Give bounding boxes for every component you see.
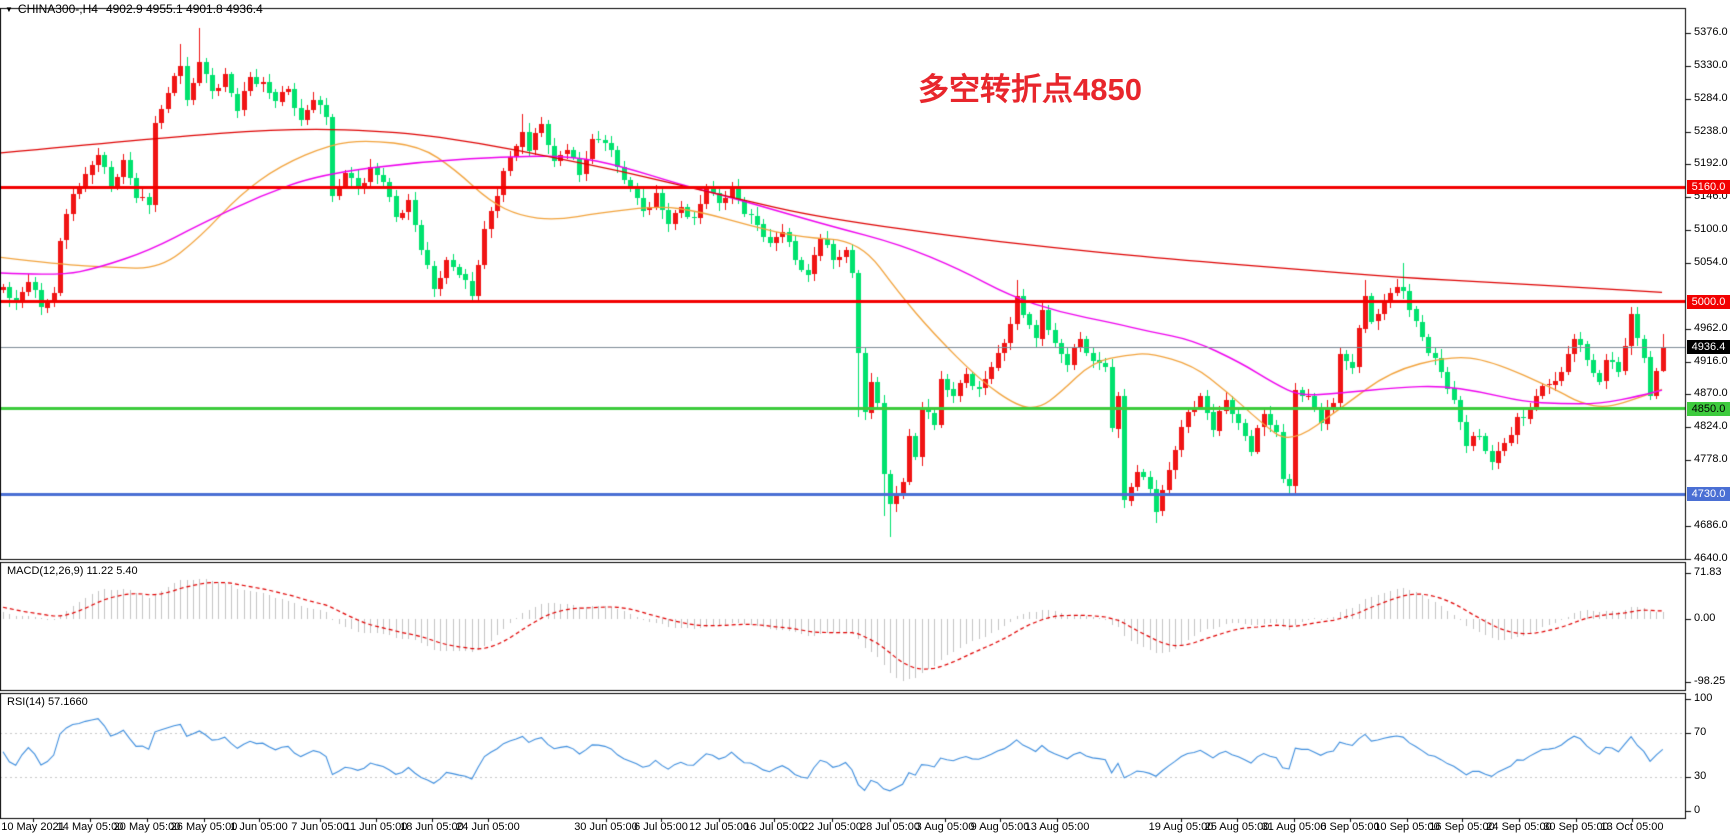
chart-canvas[interactable] — [0, 0, 1730, 838]
trading-chart-window: ▼ CHINA300-,H4 4902.9 4955.1 4901.8 4936.4… — [0, 0, 1730, 838]
